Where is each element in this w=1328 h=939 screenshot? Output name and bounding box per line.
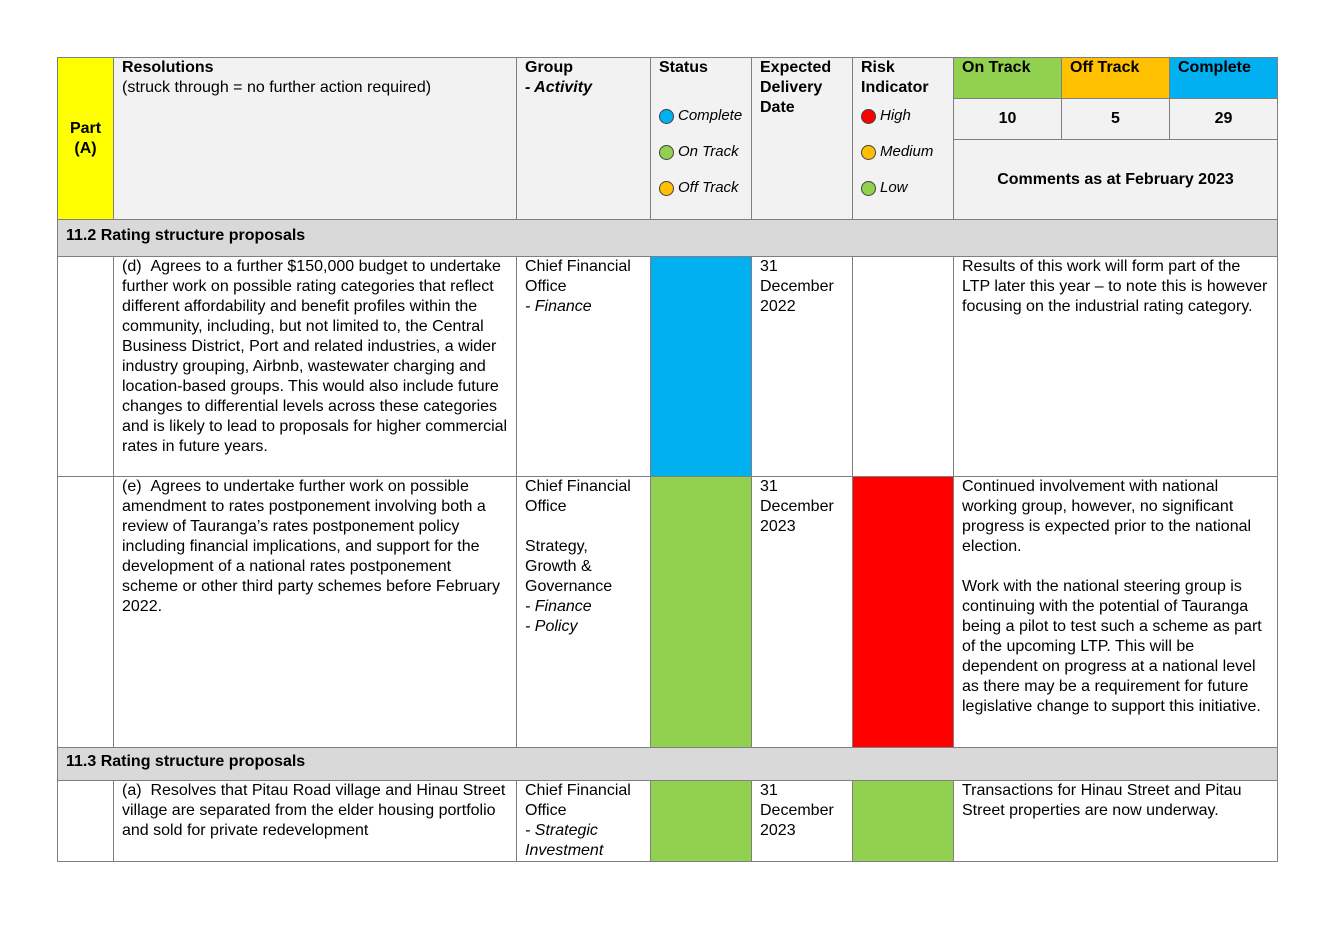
risk-header: Risk Indicator High Medium Low [852,57,954,220]
section-header-row: 11.2 Rating structure proposals [57,219,1278,257]
status-title: Status [659,59,708,76]
on-track-dot-icon [659,144,674,160]
comment-paragraph-1: Continued involvement with national work… [962,478,1252,555]
summary-off-track-label: Off Track [1061,57,1170,99]
risk-cell-low [852,780,954,862]
group-name: Chief Financial Office [525,258,631,295]
delivery-cell: 31 December 2023 [751,476,853,748]
group-activity: - Finance [525,298,592,315]
complete-dot-icon [659,108,674,124]
part-cell [57,476,114,748]
risk-cell [852,256,954,477]
status-legend-on-track: On Track [659,142,743,162]
low-dot-icon [861,180,876,196]
summary-complete-count: 29 [1169,98,1278,140]
resolution-cell: (d) Agrees to a further $150,000 budget … [113,256,517,477]
off-track-dot-icon [659,180,674,196]
resolution-cell: (a) Resolves that Pitau Road village and… [113,780,517,862]
part-label-cell: Part (A) [57,57,114,220]
delivery-header: Expected Delivery Date [751,57,853,220]
group-name: Chief Financial Office [525,478,631,515]
part-cell [57,256,114,477]
status-cell-complete [650,256,752,477]
group-title: Group [525,59,573,76]
comment-paragraph-2: Work with the national steering group is… [962,578,1262,715]
status-cell-on-track [650,476,752,748]
group-cell: Chief Financial Office Strategy, Growth … [516,476,651,748]
risk-legend-medium: Medium [861,142,945,162]
comments-cell: Results of this work will form part of t… [953,256,1278,477]
resolutions-title: Resolutions [122,59,214,76]
comments-title: Comments as at February 2023 [953,139,1278,220]
resolutions-subtitle: (struck through = no further action requ… [122,79,432,96]
summary-on-track-label: On Track [953,57,1062,99]
group-activity-2: - Policy [525,618,578,635]
part-cell [57,780,114,862]
table-row: (a) Resolves that Pitau Road village and… [57,780,1278,862]
delivery-cell: 31 December 2023 [751,780,853,862]
high-dot-icon [861,108,876,124]
medium-dot-icon [861,144,876,160]
comments-cell: Continued involvement with national work… [953,476,1278,748]
summary-on-track-count: 10 [953,98,1062,140]
section-header-row: 11.3 Rating structure proposals [57,747,1278,781]
table-row: (d) Agrees to a further $150,000 budget … [57,256,1278,477]
group-cell: Chief Financial Office - Finance [516,256,651,477]
part-label: Part (A) [69,119,102,157]
risk-cell-high [852,476,954,748]
risk-legend-high: High [861,106,945,126]
delivery-title: Expected Delivery Date [760,59,832,116]
summary-complete-label: Complete [1169,57,1278,99]
section-title: 11.2 Rating structure proposals [57,219,1278,257]
summary-off-track-count: 5 [1061,98,1170,140]
group-activity: - Strategic Investment [525,822,604,859]
table-row: (e) Agrees to undertake further work on … [57,476,1278,748]
risk-legend-low: Low [861,178,945,198]
status-legend-off-track: Off Track [659,178,743,198]
group-cell: Chief Financial Office - Strategic Inves… [516,780,651,862]
delivery-cell: 31 December 2022 [751,256,853,477]
group-header: Group - Activity [516,57,651,220]
group-subtitle: - Activity [525,79,592,96]
status-header: Status Complete On Track Off Track [650,57,752,220]
section-title: 11.3 Rating structure proposals [57,747,1278,781]
status-legend-complete: Complete [659,106,743,126]
risk-title: Risk Indicator [861,59,929,96]
resolutions-status-table: Part (A) Resolutions (struck through = n… [57,57,1278,862]
group-name-2: Strategy, Growth & Governance [525,538,613,595]
resolutions-header: Resolutions (struck through = no further… [113,57,517,220]
status-cell-on-track [650,780,752,862]
comments-cell: Transactions for Hinau Street and Pitau … [953,780,1278,862]
resolution-cell: (e) Agrees to undertake further work on … [113,476,517,748]
group-activity: - Finance [525,598,592,615]
group-name: Chief Financial Office [525,782,631,819]
